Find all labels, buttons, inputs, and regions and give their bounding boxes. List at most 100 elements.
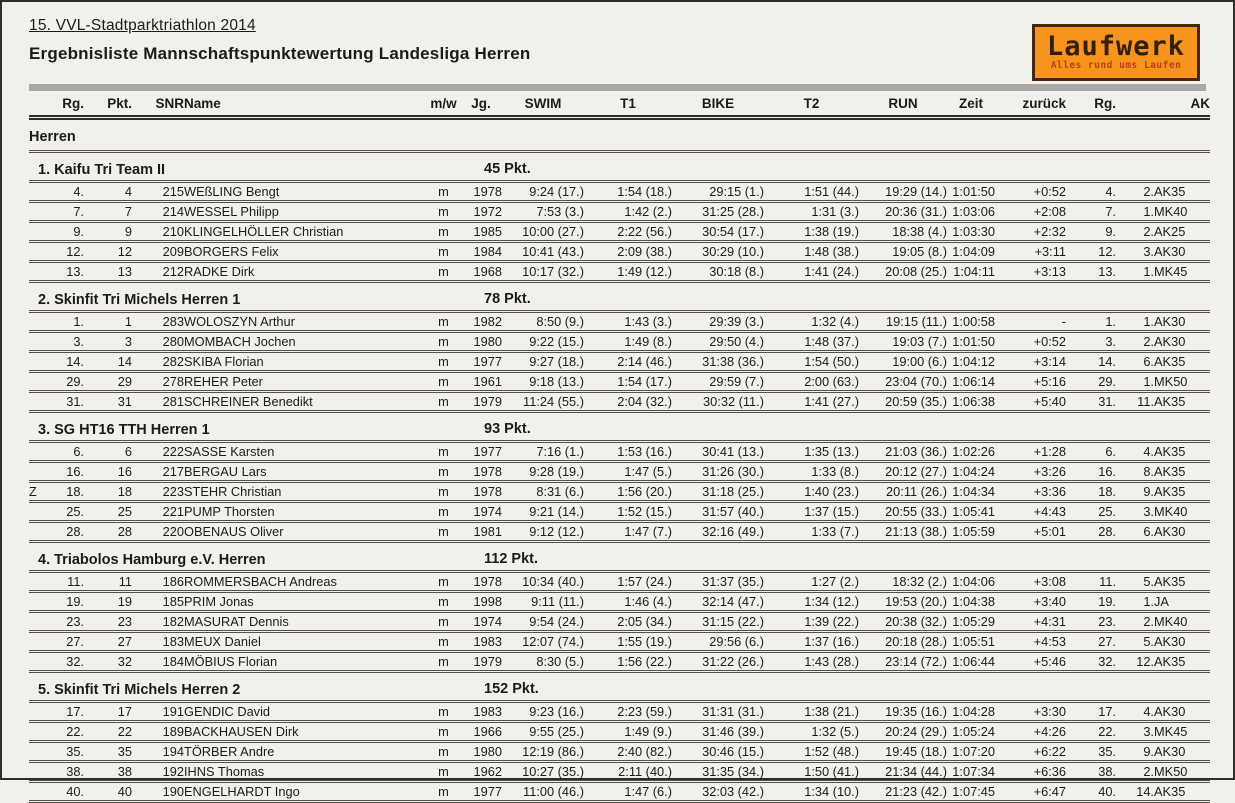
cell-snr: 186 <box>132 570 184 592</box>
cell-name: MASURAT Dennis <box>184 610 427 632</box>
cell-bike: 31:22 (26.) <box>672 650 764 672</box>
cell-mw: m <box>427 240 460 262</box>
col-header-ak: AK <box>1190 96 1211 111</box>
cell-bike: 31:26 (30.) <box>672 460 764 482</box>
cell-pkt: 28 <box>84 520 132 542</box>
cell-swim: 8:50 (9.) <box>502 310 584 332</box>
cell-snr: 194 <box>132 740 184 762</box>
cell-name: PUMP Thorsten <box>184 500 427 522</box>
cell-rg: 4. <box>50 180 84 202</box>
cell-rg2: 25. <box>1066 500 1116 522</box>
cell-bike: 30:54 (17.) <box>672 220 764 242</box>
cell-zeit: 1:04:38 <box>947 590 995 612</box>
results-page: 15. VVL-Stadtparktriathlon 2014 Ergebnis… <box>2 17 1233 64</box>
cell-swim: 12:07 (74.) <box>502 630 584 652</box>
cell-zeit: 1:01:50 <box>947 330 995 352</box>
cell-swim: 11:00 (46.) <box>502 780 584 802</box>
cell-rg2: 11. <box>1066 570 1116 592</box>
cell-name: STEHR Christian <box>184 480 427 502</box>
cell-ak: AK35 <box>1154 780 1210 802</box>
cell-swim: 9:18 (13.) <box>502 370 584 392</box>
cell-name: SKIBA Florian <box>184 350 427 372</box>
result-row: 14. 14 282 SKIBA Florian m 1977 9:27 (18.) 2:14… <box>29 350 1210 372</box>
team-section: 4. Triabolos Hamburg e.V. Herren 112 Pkt.… <box>29 549 1210 673</box>
cell-rg2: 13. <box>1066 260 1116 282</box>
cell-swim: 10:17 (32.) <box>502 260 584 282</box>
col-header-t2: T2 <box>803 96 820 111</box>
cell-flag <box>29 500 50 522</box>
cell-ak_rg: 12. <box>1116 650 1154 672</box>
cell-rg: 13. <box>50 260 84 282</box>
team-results-table: 17. 17 191 GENDIC David m 1983 9:23 (16.) 2:23 … <box>29 700 1210 803</box>
cell-flag <box>29 220 50 242</box>
cell-swim: 9:11 (11.) <box>502 590 584 612</box>
cell-flag: Z <box>29 480 50 502</box>
cell-jg: 1977 <box>460 350 502 372</box>
col-header-pkt: Pkt. <box>107 96 132 111</box>
divider-bar <box>29 84 1206 91</box>
cell-t2: 2:00 (63.) <box>764 370 859 392</box>
cell-ak_rg: 1. <box>1116 200 1154 222</box>
cell-pkt: 22 <box>84 720 132 742</box>
cell-name: SASSE Karsten <box>184 440 427 462</box>
cell-pkt: 14 <box>84 350 132 372</box>
cell-rg2: 28. <box>1066 520 1116 542</box>
cell-zeit: 1:05:59 <box>947 520 995 542</box>
team-header: 5. Skinfit Tri Michels Herren 2 152 Pkt. <box>29 679 1206 700</box>
cell-run: 19:03 (7.) <box>859 330 947 352</box>
team-points: 93 Pkt. <box>484 421 531 437</box>
cell-zeit: 1:04:11 <box>947 260 995 282</box>
cell-t1: 2:11 (40.) <box>584 760 672 782</box>
cell-name: GENDIC David <box>184 700 427 722</box>
cell-ak: AK35 <box>1154 350 1210 372</box>
cell-run: 20:11 (26.) <box>859 480 947 502</box>
cell-ak: AK35 <box>1154 480 1210 502</box>
cell-flag <box>29 520 50 542</box>
cell-rg2: 31. <box>1066 390 1116 412</box>
cell-run: 19:53 (20.) <box>859 590 947 612</box>
cell-rg: 9. <box>50 220 84 242</box>
cell-run: 23:04 (70.) <box>859 370 947 392</box>
cell-swim: 10:00 (27.) <box>502 220 584 242</box>
cell-bike: 29:56 (6.) <box>672 630 764 652</box>
cell-flag <box>29 760 50 782</box>
cell-zeit: 1:07:20 <box>947 740 995 762</box>
cell-snr: 220 <box>132 520 184 542</box>
team-name: 3. SG HT16 TTH Herren 1 <box>38 422 210 438</box>
cell-zurueck: +3:14 <box>995 350 1066 372</box>
cell-ak: MK40 <box>1154 610 1210 632</box>
cell-jg: 1972 <box>460 200 502 222</box>
cell-swim: 9:55 (25.) <box>502 720 584 742</box>
cell-zurueck: +3:11 <box>995 240 1066 262</box>
cell-snr: 283 <box>132 310 184 332</box>
cell-t2: 1:37 (15.) <box>764 500 859 522</box>
cell-rg2: 14. <box>1066 350 1116 372</box>
cell-zurueck: +2:32 <box>995 220 1066 242</box>
result-row: 28. 28 220 OBENAUS Oliver m 1981 9:12 (12.) 1:4… <box>29 520 1210 542</box>
cell-ak_rg: 14. <box>1116 780 1154 802</box>
cell-mw: m <box>427 590 460 612</box>
cell-zurueck: +0:52 <box>995 330 1066 352</box>
cell-snr: 184 <box>132 650 184 672</box>
team-results-table: 6. 6 222 SASSE Karsten m 1977 7:16 (1.) 1:53 (1… <box>29 440 1210 543</box>
cell-t2: 1:32 (5.) <box>764 720 859 742</box>
cell-zurueck: +4:31 <box>995 610 1066 632</box>
cell-rg: 3. <box>50 330 84 352</box>
cell-run: 20:55 (33.) <box>859 500 947 522</box>
cell-mw: m <box>427 390 460 412</box>
cell-rg: 1. <box>50 310 84 332</box>
cell-t1: 1:56 (20.) <box>584 480 672 502</box>
cell-rg: 29. <box>50 370 84 392</box>
cell-zurueck: +3:36 <box>995 480 1066 502</box>
cell-zeit: 1:02:26 <box>947 440 995 462</box>
cell-bike: 32:14 (47.) <box>672 590 764 612</box>
cell-flag <box>29 240 50 262</box>
cell-t2: 1:48 (38.) <box>764 240 859 262</box>
cell-ak: MK45 <box>1154 720 1210 742</box>
cell-bike: 29:50 (4.) <box>672 330 764 352</box>
cell-zeit: 1:06:14 <box>947 370 995 392</box>
cell-t2: 1:38 (21.) <box>764 700 859 722</box>
cell-flag <box>29 740 50 762</box>
cell-ak_rg: 5. <box>1116 570 1154 592</box>
cell-t1: 1:49 (12.) <box>584 260 672 282</box>
